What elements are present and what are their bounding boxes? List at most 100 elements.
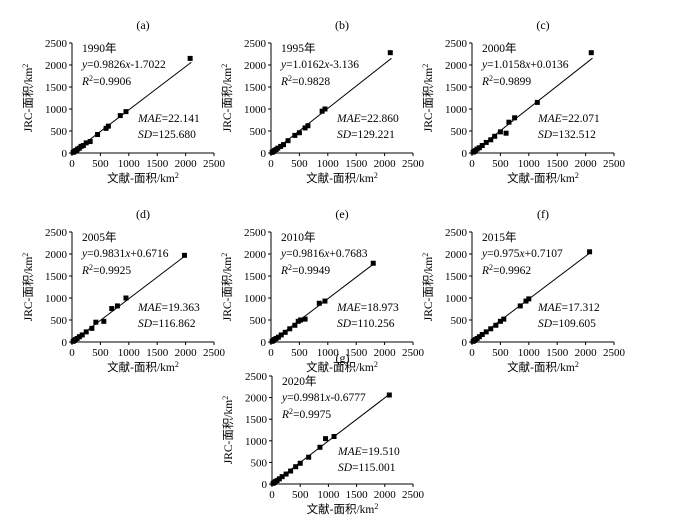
x-axis-label: 文献-面积/km2 bbox=[307, 502, 379, 517]
data-point bbox=[89, 325, 95, 331]
y-axis-label: JRC-面积/km2 bbox=[421, 64, 436, 133]
x-tick-label: 2000 bbox=[575, 158, 598, 170]
data-point bbox=[276, 476, 282, 482]
data-point bbox=[292, 132, 298, 138]
regression-line bbox=[471, 57, 593, 154]
data-point bbox=[292, 322, 298, 328]
data-point bbox=[322, 298, 328, 304]
y-tick-label: 500 bbox=[51, 315, 68, 327]
data-point bbox=[479, 143, 485, 149]
x-tick-label: 2000 bbox=[374, 347, 397, 359]
data-point bbox=[297, 460, 303, 466]
x-tick-label: 2000 bbox=[175, 347, 198, 359]
data-point bbox=[305, 123, 311, 129]
mae-label: MAE=19.510 bbox=[337, 446, 400, 458]
r-squared-label: R2=0.9962 bbox=[481, 263, 531, 278]
x-tick-label: 0 bbox=[268, 158, 274, 170]
y-tick-label: 2500 bbox=[445, 38, 468, 50]
x-tick-label: 500 bbox=[291, 158, 308, 170]
year-label: 1990年 bbox=[82, 41, 117, 55]
y-tick-label: 500 bbox=[250, 315, 267, 327]
year-label: 1995年 bbox=[281, 41, 316, 55]
x-tick-label: 500 bbox=[492, 158, 509, 170]
panel-label: (d) bbox=[136, 207, 150, 221]
year-label: 2010年 bbox=[281, 230, 316, 244]
y-axis-label: JRC-面积/km2 bbox=[21, 253, 36, 322]
y-tick-label: 1000 bbox=[244, 104, 267, 116]
data-point bbox=[279, 474, 285, 480]
data-point bbox=[80, 143, 86, 149]
x-tick-label: 2500 bbox=[402, 489, 425, 501]
x-tick-label: 500 bbox=[92, 347, 109, 359]
x-tick-label: 2500 bbox=[603, 347, 626, 359]
data-point bbox=[488, 326, 494, 332]
data-point bbox=[76, 334, 82, 340]
r-squared-label: R2=0.9975 bbox=[281, 407, 331, 422]
regression-line bbox=[71, 61, 192, 154]
data-point bbox=[187, 55, 193, 61]
data-point bbox=[181, 252, 187, 258]
data-point bbox=[483, 329, 489, 335]
data-point bbox=[287, 326, 293, 332]
data-point bbox=[387, 50, 393, 56]
regression-equation: y=0.9816x+0.7683 bbox=[280, 248, 368, 260]
x-axis-label: 文献-面积/km2 bbox=[507, 171, 579, 186]
data-point bbox=[87, 139, 93, 145]
x-tick-label: 2500 bbox=[402, 158, 425, 170]
year-label: 2020年 bbox=[282, 374, 317, 388]
y-tick-label: 500 bbox=[451, 126, 468, 138]
data-point bbox=[497, 129, 503, 135]
x-tick-label: 1000 bbox=[518, 347, 541, 359]
data-point bbox=[493, 322, 499, 328]
data-point bbox=[319, 108, 325, 114]
x-axis-label: 文献-面积/km2 bbox=[306, 171, 378, 186]
mae-label: MAE=22.071 bbox=[537, 113, 600, 125]
data-point bbox=[296, 130, 302, 136]
x-tick-label: 1000 bbox=[118, 158, 141, 170]
y-tick-label: 2500 bbox=[244, 38, 267, 50]
y-tick-label: 1500 bbox=[244, 82, 267, 94]
panel-d: (d) 0 500 1000 1500 2000 2500 0 500 1000 1500 2000 2… bbox=[21, 207, 226, 374]
data-point bbox=[476, 145, 482, 151]
panel-label: (a) bbox=[136, 18, 149, 32]
data-point bbox=[83, 140, 89, 146]
x-tick-label: 500 bbox=[291, 347, 308, 359]
y-tick-label: 0 bbox=[262, 479, 268, 491]
x-axis-label: 文献-面积/km2 bbox=[107, 171, 179, 186]
y-tick-label: 2500 bbox=[245, 371, 268, 383]
x-tick-label: 1500 bbox=[546, 347, 569, 359]
data-point bbox=[317, 444, 323, 450]
x-tick-label: 1500 bbox=[345, 347, 368, 359]
x-tick-label: 2500 bbox=[203, 158, 226, 170]
y-tick-label: 500 bbox=[250, 126, 267, 138]
y-tick-label: 2000 bbox=[244, 249, 267, 261]
y-axis-label: JRC-面积/km2 bbox=[221, 396, 236, 465]
x-tick-label: 0 bbox=[69, 158, 75, 170]
data-point bbox=[302, 316, 308, 322]
y-tick-label: 0 bbox=[62, 148, 68, 160]
data-point bbox=[280, 142, 286, 148]
data-point bbox=[83, 329, 89, 335]
data-point bbox=[288, 468, 294, 474]
x-tick-label: 500 bbox=[292, 489, 309, 501]
y-tick-label: 500 bbox=[451, 315, 468, 327]
y-axis-label: JRC-面积/km2 bbox=[21, 64, 36, 133]
data-point bbox=[278, 143, 284, 149]
y-tick-label: 2000 bbox=[244, 60, 267, 72]
data-point bbox=[117, 113, 123, 119]
data-point bbox=[479, 332, 485, 338]
data-point bbox=[275, 334, 281, 340]
x-tick-label: 1000 bbox=[317, 347, 340, 359]
data-point bbox=[370, 260, 376, 266]
data-point bbox=[123, 295, 129, 301]
sd-label: SD=125.680 bbox=[138, 129, 196, 141]
data-point bbox=[497, 318, 503, 324]
panel-f: (f) 0 500 1000 1500 2000 2500 0 500 1000 1500 2000 2… bbox=[421, 207, 626, 374]
y-tick-label: 1000 bbox=[245, 436, 268, 448]
y-tick-label: 2500 bbox=[244, 227, 267, 239]
y-tick-label: 0 bbox=[62, 337, 68, 349]
x-tick-label: 1500 bbox=[346, 489, 369, 501]
sd-label: SD=116.862 bbox=[138, 318, 196, 330]
data-point bbox=[331, 433, 337, 439]
